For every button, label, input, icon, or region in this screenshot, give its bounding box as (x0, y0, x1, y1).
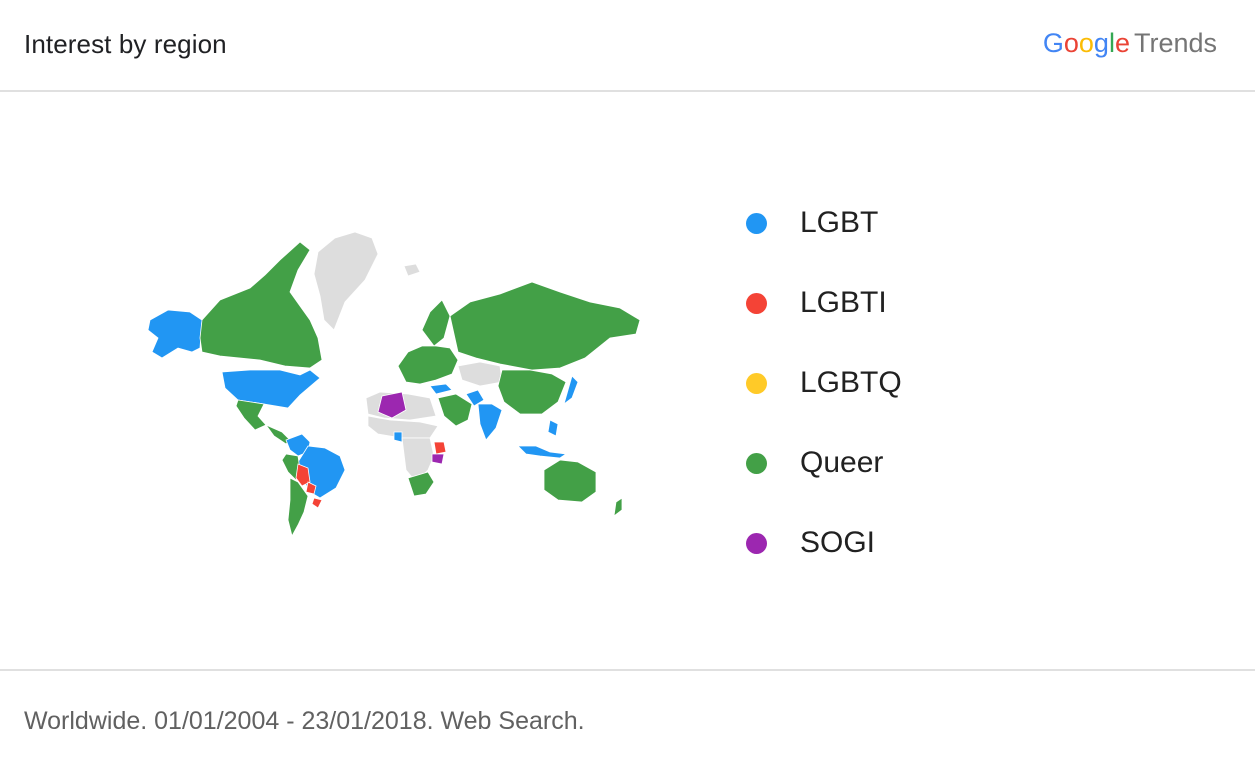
region-philippines[interactable] (547, 419, 559, 437)
legend-label: LGBTI (800, 286, 887, 319)
legend-label: Queer (800, 446, 884, 479)
region-mexico[interactable] (235, 399, 267, 431)
region-iceland[interactable] (403, 263, 421, 277)
google-trends-logo: Google Trends (1042, 28, 1217, 58)
legend-dot-lgbtq (746, 372, 767, 394)
region-alaska[interactable] (147, 309, 203, 359)
region-indonesia[interactable] (517, 445, 568, 459)
region-tanzania[interactable] (431, 453, 445, 465)
region-greenland[interactable] (313, 231, 379, 331)
region-india[interactable] (477, 403, 503, 441)
world-map[interactable] (140, 220, 650, 540)
legend-item-lgbt[interactable]: LGBT (746, 200, 902, 246)
region-middle-east[interactable] (437, 393, 473, 427)
region-peru[interactable] (281, 453, 301, 481)
card-title: Interest by region (24, 29, 227, 59)
brand-product-name: Trends (1133, 28, 1217, 58)
region-turkey[interactable] (429, 383, 453, 395)
region-bolivia[interactable] (295, 463, 311, 487)
legend-item-lgbti[interactable]: LGBTI (746, 280, 902, 326)
region-china[interactable] (497, 369, 567, 415)
region-united-states[interactable] (221, 369, 321, 409)
region-ghana[interactable] (393, 431, 403, 443)
region-pakistan[interactable] (465, 389, 485, 407)
region-new-zealand[interactable] (613, 497, 623, 517)
region-uruguay[interactable] (311, 497, 323, 509)
legend-dot-sogi (746, 532, 767, 554)
region-chile-argentina[interactable] (287, 477, 309, 538)
region-japan[interactable] (563, 375, 579, 406)
card-footer: Worldwide. 01/01/2004 - 23/01/2018. Web … (0, 669, 1255, 764)
legend-item-queer[interactable]: Queer (746, 440, 902, 486)
search-scope-note: Worldwide. 01/01/2004 - 23/01/2018. Web … (24, 707, 585, 735)
legend-dot-queer (746, 452, 767, 474)
legend-item-lgbtq[interactable]: LGBTQ (746, 360, 902, 406)
legend-dot-lgbt (746, 212, 767, 234)
legend-item-sogi[interactable]: SOGI (746, 520, 902, 566)
region-russia[interactable] (449, 281, 641, 371)
region-kenya[interactable] (433, 441, 447, 455)
card-header: Interest by region Google Trends (0, 0, 1255, 92)
region-algeria[interactable] (377, 391, 407, 419)
region-canada[interactable] (199, 241, 323, 369)
legend-label: LGBTQ (800, 366, 902, 399)
region-paraguay[interactable] (305, 481, 317, 495)
legend-label: SOGI (800, 526, 876, 559)
legend-label: LGBT (800, 206, 879, 239)
region-kazakhstan[interactable] (457, 361, 503, 387)
legend-dot-lgbti (746, 292, 767, 314)
map-legend: LGBT LGBTI LGBTQ Queer SOGI (746, 200, 902, 566)
region-australia[interactable] (543, 459, 597, 503)
region-scandinavia[interactable] (421, 299, 451, 347)
region-southern-africa[interactable] (407, 471, 435, 497)
region-europe[interactable] (397, 345, 459, 385)
